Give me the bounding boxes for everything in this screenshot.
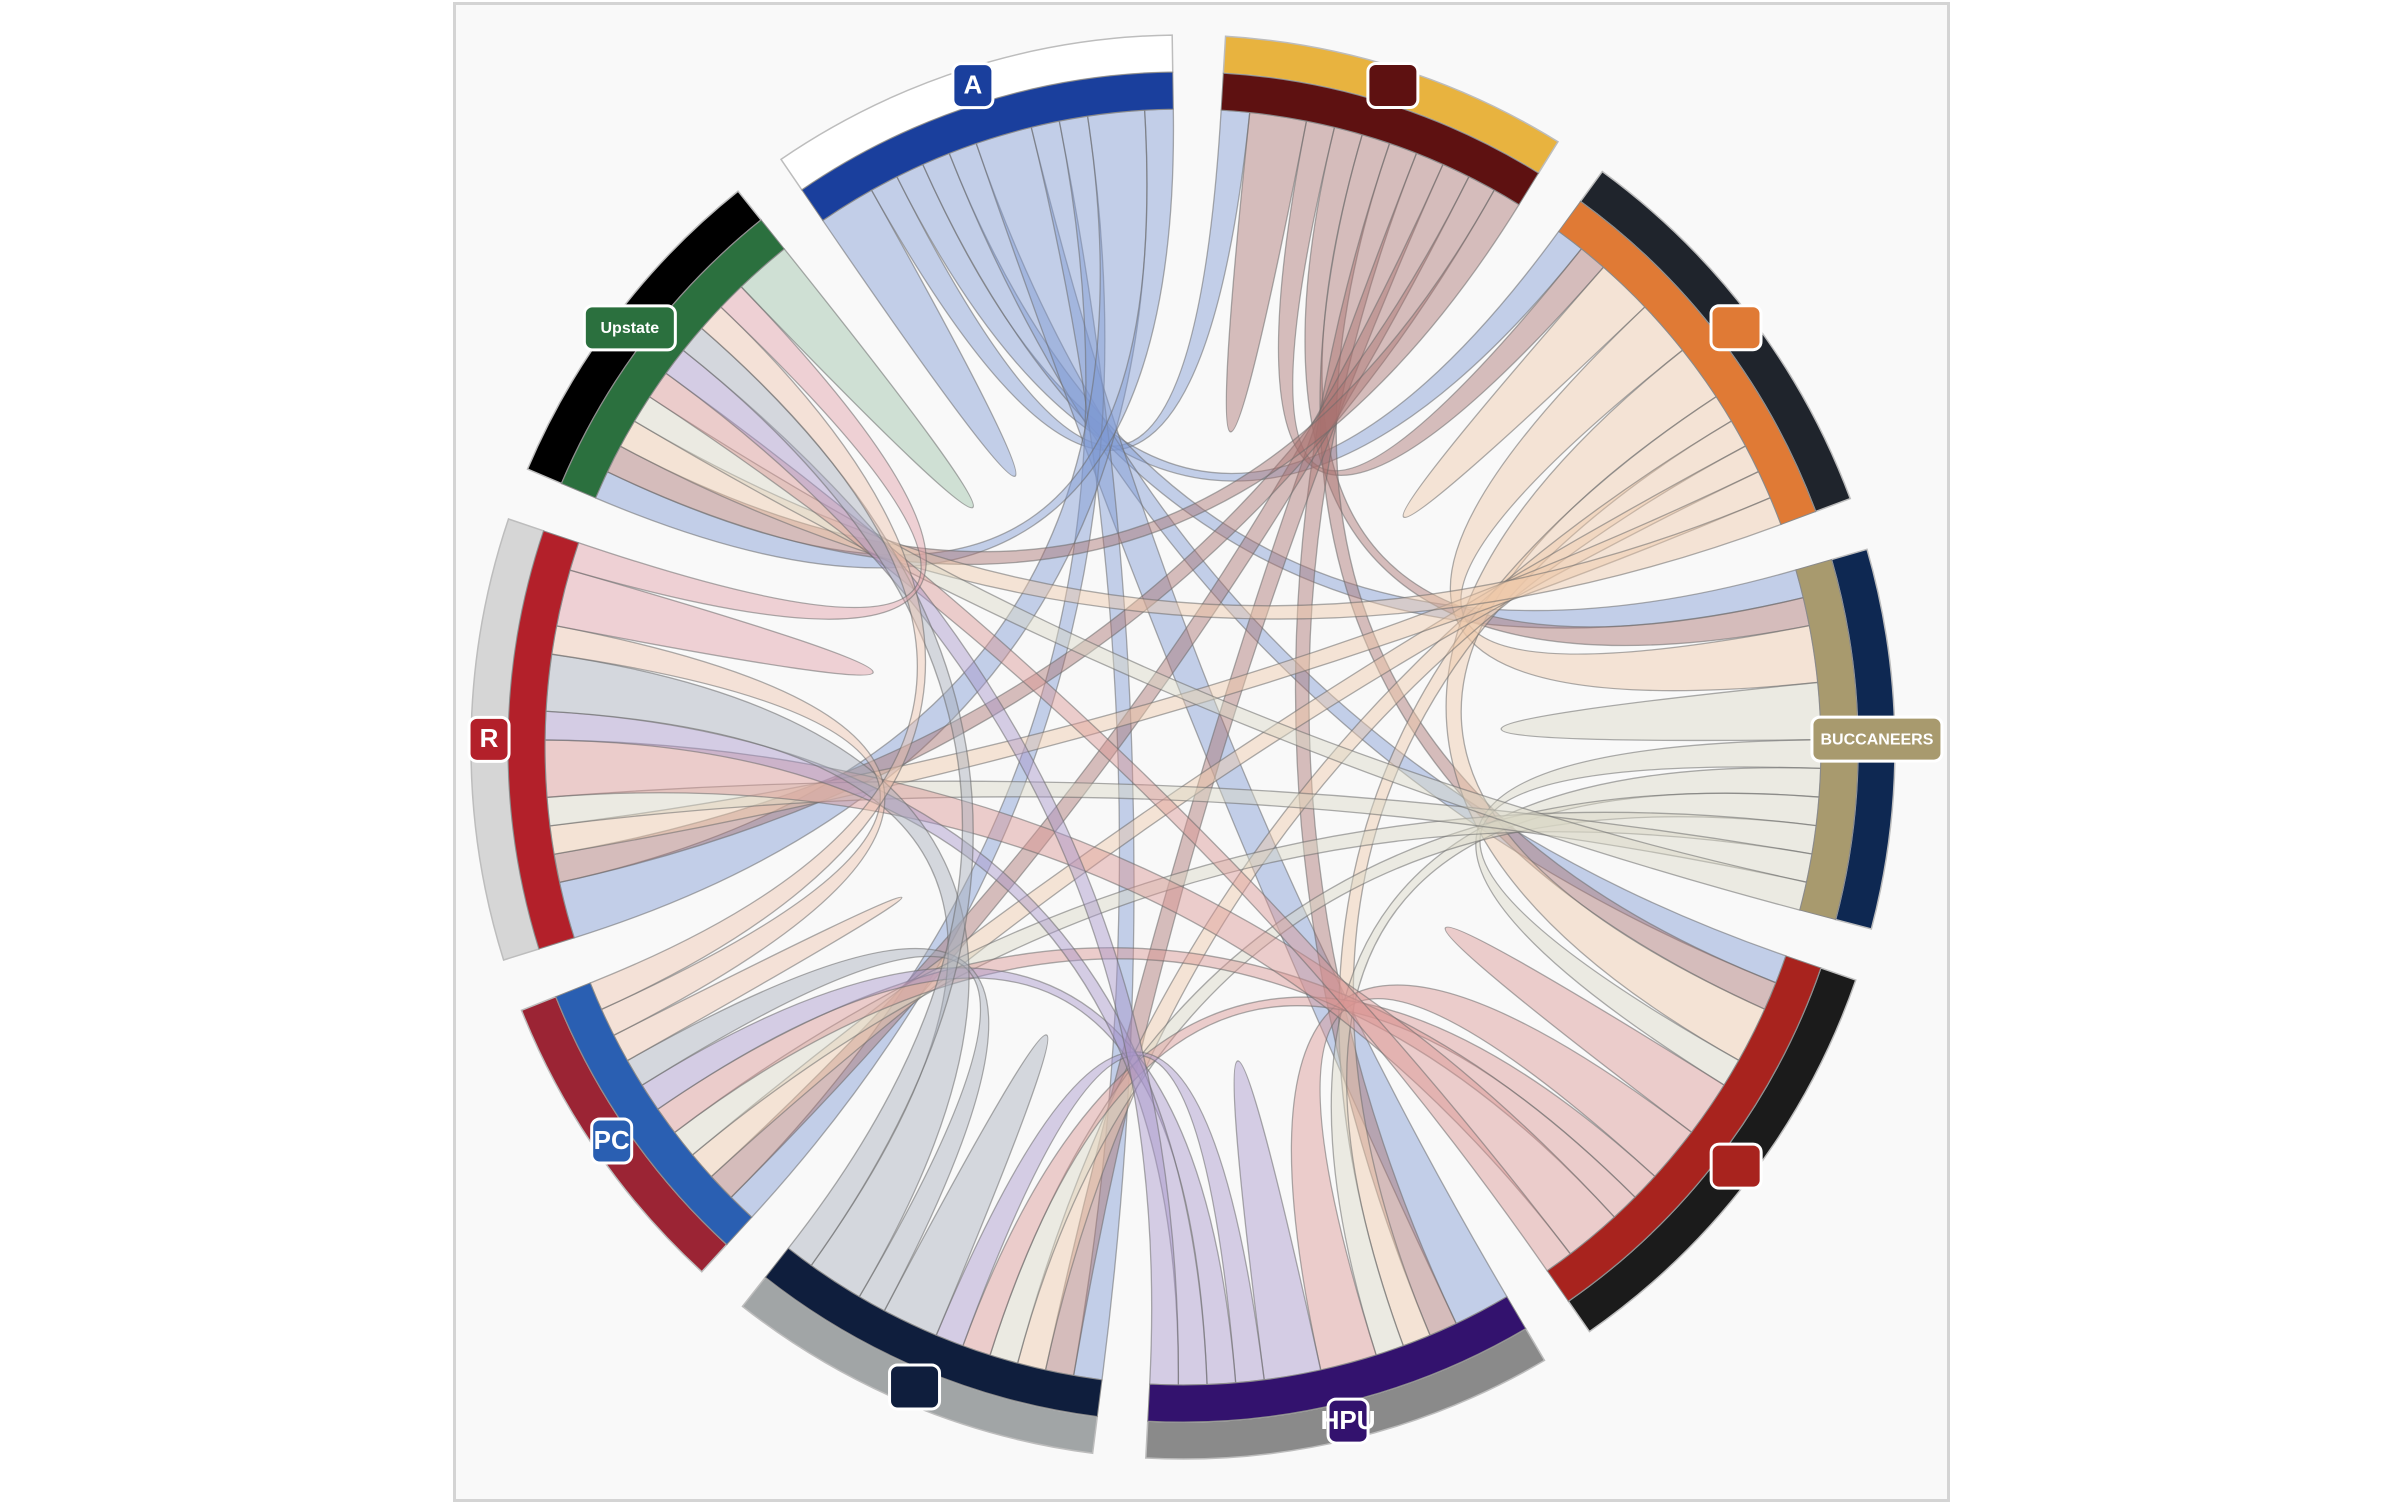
logo-high-point: HPU xyxy=(1321,1397,1376,1445)
arc-inner-winthrop[interactable] xyxy=(1220,72,1540,206)
logo-longwood xyxy=(888,1363,942,1411)
logo-presbyterian: PC xyxy=(590,1117,634,1165)
arc-inner-high-point[interactable] xyxy=(1147,1295,1527,1423)
logo-high-point-badge xyxy=(1326,1397,1370,1445)
logo-charleston-southern-badge xyxy=(1810,715,1944,763)
arc-inner-usc-upstate[interactable] xyxy=(560,219,786,499)
logo-longwood-badge xyxy=(888,1363,942,1411)
logo-usc-upstate: Upstate xyxy=(582,304,677,352)
logo-charleston-southern: BUCCANEERS xyxy=(1810,715,1944,763)
logo-winthrop-badge xyxy=(1366,62,1420,109)
logo-high-point-text: HPU xyxy=(1321,1405,1376,1435)
logo-gardner-webb xyxy=(1709,1142,1763,1190)
logo-unc-asheville: A xyxy=(951,62,995,110)
logo-unc-asheville-badge xyxy=(951,62,995,110)
chart-frame: A BUCCANEERS HPU PC R Upstate xyxy=(453,2,1950,1502)
logo-radford-badge xyxy=(467,715,511,763)
logo-usc-upstate-text: Upstate xyxy=(600,320,659,337)
arc-inner-gardner-webb[interactable] xyxy=(1546,955,1822,1302)
arc-inner-radford[interactable] xyxy=(507,530,580,950)
logo-usc-upstate-badge xyxy=(582,304,677,352)
ribbon-winthrop-usc-upstate[interactable] xyxy=(606,189,1520,566)
logo-radford-text: R xyxy=(480,723,499,753)
logo-campbell-badge xyxy=(1709,304,1763,352)
arc-inner-presbyterian[interactable] xyxy=(555,982,753,1246)
logo-presbyterian-text: PC xyxy=(594,1125,630,1155)
arc-inner-unc-asheville[interactable] xyxy=(801,71,1174,222)
arc-inner-longwood[interactable] xyxy=(764,1247,1103,1418)
logo-presbyterian-badge xyxy=(590,1117,634,1165)
logo-gardner-webb-badge xyxy=(1709,1142,1763,1190)
logo-charleston-southern-text: BUCCANEERS xyxy=(1820,731,1933,748)
logo-winthrop xyxy=(1366,62,1420,109)
logos-layer: A BUCCANEERS HPU PC R Upstate xyxy=(467,62,1944,1445)
logo-radford: R xyxy=(467,715,511,763)
logo-unc-asheville-text: A xyxy=(963,69,982,99)
ribbons-layer xyxy=(544,108,1822,1386)
logo-campbell xyxy=(1709,304,1763,352)
arc-inner-campbell[interactable] xyxy=(1557,200,1817,526)
chord-diagram: A BUCCANEERS HPU PC R Upstate xyxy=(467,34,1944,1460)
